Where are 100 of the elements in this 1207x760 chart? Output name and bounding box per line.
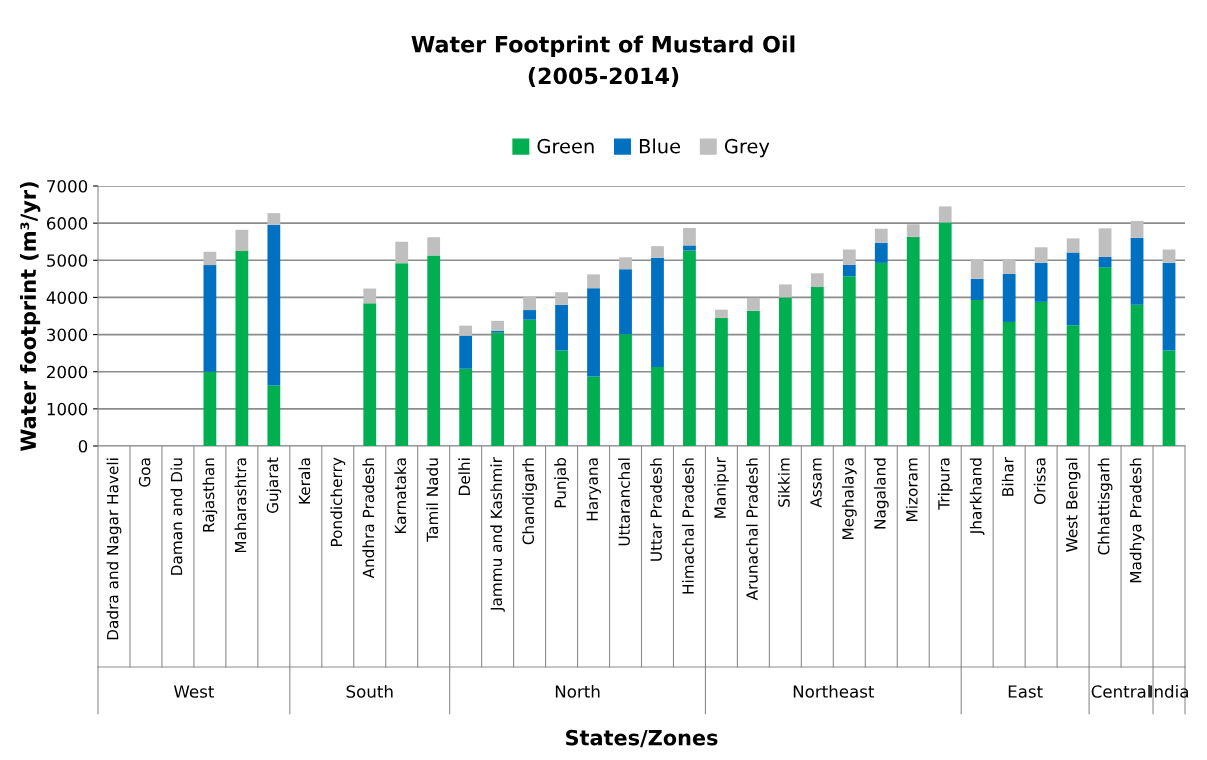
text: Central xyxy=(1091,684,1150,698)
bar xyxy=(1130,237,1144,305)
x-tick-label: Tripura xyxy=(937,458,953,510)
bar xyxy=(619,269,632,335)
legend-label: Green xyxy=(537,138,594,154)
bar xyxy=(747,297,760,311)
bar xyxy=(523,296,536,311)
bar xyxy=(267,213,281,225)
bar xyxy=(523,310,536,320)
bar xyxy=(970,259,984,279)
x-tick-label: Uttaranchal xyxy=(618,458,630,546)
x-tick-label: Uttar Pradesh xyxy=(650,458,662,561)
x-tick-label: Dadra and Nagar Haveli xyxy=(106,458,122,640)
bar xyxy=(1002,259,1016,275)
y-tick-label: 4000 xyxy=(46,291,88,304)
bar xyxy=(970,278,984,301)
x-tick-label: Chhattisgarh xyxy=(1097,458,1113,555)
text: South xyxy=(346,684,393,698)
x-tick-label: Jharkhand xyxy=(969,458,985,536)
bar xyxy=(778,284,792,298)
x-tick-label: Madhya Pradesh xyxy=(1129,458,1145,583)
x-tick-label: Delhi xyxy=(458,458,471,495)
bar xyxy=(203,265,217,372)
bar xyxy=(1098,256,1112,268)
bar xyxy=(842,276,856,446)
bar xyxy=(715,317,728,446)
y-tick-label: 6000 xyxy=(47,217,88,230)
bar xyxy=(1034,262,1048,302)
bar xyxy=(683,227,696,246)
bar xyxy=(810,287,824,446)
bar xyxy=(683,245,696,251)
text: West xyxy=(173,685,214,698)
bar xyxy=(491,332,505,446)
x-tick-label: Jammu and Kashmir xyxy=(490,457,505,612)
text: Northeast xyxy=(793,684,875,698)
x-tick-label: Arunachal Pradesh xyxy=(746,458,758,601)
bar xyxy=(555,350,568,446)
bar xyxy=(842,264,856,277)
bar xyxy=(235,251,249,446)
bar xyxy=(459,325,473,336)
bar xyxy=(203,251,217,266)
x-tick-label: Maharashtra xyxy=(234,458,247,553)
bar xyxy=(267,224,281,386)
x-tick-label: Sikkim xyxy=(777,458,790,507)
bar xyxy=(874,228,888,243)
x-tick-label: Tamil Nadu xyxy=(426,458,439,542)
x-tick-label: Goa xyxy=(138,458,151,487)
bar xyxy=(1034,247,1048,263)
x-tick-label: Karnataka xyxy=(394,458,407,534)
bar xyxy=(587,376,600,446)
y-tick-label: 3000 xyxy=(47,328,88,342)
bar xyxy=(1130,220,1144,238)
bar xyxy=(555,304,568,351)
bar xyxy=(619,334,632,446)
x-tick-label: Chandigarh xyxy=(522,458,537,545)
bar xyxy=(267,385,281,446)
y-tick-label: 0 xyxy=(78,439,88,453)
bar xyxy=(1034,301,1048,446)
bar xyxy=(938,222,952,446)
bar xyxy=(1066,238,1080,253)
bar xyxy=(906,236,920,446)
bar xyxy=(810,273,824,288)
x-tick-label: Assam xyxy=(810,458,822,508)
bar xyxy=(459,368,473,446)
bar xyxy=(427,237,441,256)
legend-label: Grey xyxy=(724,138,770,158)
bar xyxy=(651,257,664,367)
bar xyxy=(715,309,728,318)
y-tick-label: 7000 xyxy=(47,179,88,193)
bar xyxy=(1066,325,1080,446)
x-tick-label: Nagaland xyxy=(873,458,889,529)
x-tick-label: Himachal Pradesh xyxy=(682,458,694,594)
x-axis-title: States/Zones xyxy=(566,729,718,748)
text: India xyxy=(1150,684,1188,698)
bar xyxy=(970,300,984,446)
x-tick-label: Daman and Diu xyxy=(170,458,183,575)
legend-label: Blue xyxy=(639,138,681,154)
bar xyxy=(395,241,409,264)
bar xyxy=(555,292,568,305)
bar xyxy=(1002,274,1016,322)
text: North xyxy=(555,684,600,698)
bar xyxy=(778,297,792,446)
y-tick-label: 2000 xyxy=(47,365,88,379)
x-tick-label: Punjab xyxy=(554,457,569,508)
x-tick-label: Bihar xyxy=(1001,457,1014,496)
y-tick-label: 1000 xyxy=(47,402,88,416)
bar xyxy=(874,242,888,263)
bar xyxy=(1162,350,1176,446)
bar xyxy=(459,335,473,369)
bar xyxy=(491,320,505,331)
x-tick-label: Manipur xyxy=(714,457,729,518)
bar xyxy=(938,206,952,223)
bar xyxy=(874,262,888,446)
bar xyxy=(587,274,600,289)
bar xyxy=(1002,321,1016,446)
y-tick-label: 5000 xyxy=(47,254,88,267)
bar xyxy=(395,263,409,446)
x-tick-label: West Bengal xyxy=(1065,458,1081,552)
bar xyxy=(1162,262,1176,351)
bar xyxy=(427,255,441,446)
